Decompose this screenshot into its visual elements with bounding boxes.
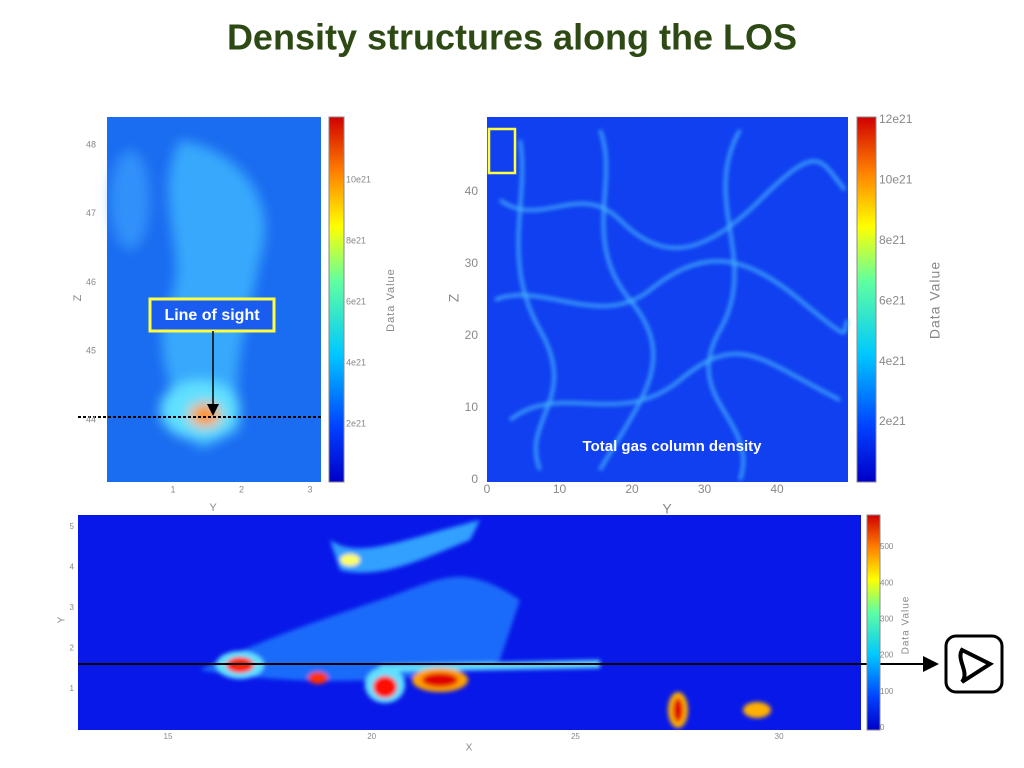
y-tick-label: 5 bbox=[70, 522, 75, 531]
y-tick-label: 44 bbox=[86, 414, 96, 424]
colorbar-tick-label: 200 bbox=[880, 651, 894, 660]
y-tick-label: 47 bbox=[86, 208, 96, 218]
los-label: Line of sight bbox=[164, 307, 260, 324]
x-axis-label: X bbox=[466, 743, 473, 754]
y-axis-label: Z bbox=[446, 293, 462, 302]
x-tick-label: 20 bbox=[367, 732, 376, 741]
full-image: Total gas column density bbox=[487, 117, 850, 482]
x-tick-label: 0 bbox=[484, 482, 491, 496]
x-tick-label: 2 bbox=[239, 484, 244, 494]
x-tick-label: 30 bbox=[775, 732, 784, 741]
colorbar-tick-label: 2e21 bbox=[879, 414, 906, 428]
colorbar-tick-label: 0 bbox=[880, 723, 885, 732]
colorbar-title: Data Value bbox=[901, 596, 912, 655]
x-tick-label: 3 bbox=[307, 484, 312, 494]
colorbar-title: Data Value bbox=[927, 261, 943, 339]
colorbar-tick-label: 10e21 bbox=[346, 174, 371, 184]
colorbar-tick-label: 10e21 bbox=[879, 173, 913, 187]
y-tick-label: 2 bbox=[70, 644, 75, 653]
x-axis-label: Y bbox=[209, 502, 217, 514]
slide-title: Density structures along the LOS bbox=[227, 17, 797, 58]
x-tick-label: 20 bbox=[625, 482, 639, 496]
y-tick-label: 3 bbox=[70, 603, 75, 612]
full-label: Total gas column density bbox=[583, 438, 763, 455]
y-tick-label: 0 bbox=[471, 472, 478, 486]
y-tick-label: 46 bbox=[86, 277, 96, 287]
y-tick-label: 20 bbox=[465, 328, 479, 342]
y-tick-label: 45 bbox=[86, 346, 96, 356]
colorbar-title: Data Value bbox=[385, 268, 397, 332]
colorbar-tick-label: 2e21 bbox=[346, 418, 366, 428]
colorbar bbox=[328, 116, 345, 483]
y-tick-label: 4 bbox=[70, 563, 75, 572]
x-tick-label: 1 bbox=[170, 484, 175, 494]
colorbar-tick-label: 8e21 bbox=[879, 233, 906, 247]
zoom-image: Line of sight bbox=[78, 117, 321, 482]
x-tick-label: 25 bbox=[571, 732, 580, 741]
x-tick-label: 10 bbox=[553, 482, 567, 496]
y-tick-label: 40 bbox=[465, 184, 479, 198]
colorbar-tick-label: 12e21 bbox=[879, 112, 913, 126]
colorbar-tick-label: 100 bbox=[880, 687, 894, 696]
colorbar bbox=[856, 116, 877, 483]
y-axis-label: Z bbox=[72, 294, 84, 301]
x-tick-label: 15 bbox=[164, 732, 173, 741]
colorbar-tick-label: 6e21 bbox=[879, 293, 906, 307]
colorbar-tick-label: 4e21 bbox=[346, 357, 366, 367]
x-axis-label: Y bbox=[662, 501, 672, 517]
x-tick-label: 40 bbox=[770, 482, 784, 496]
colorbar-tick-label: 8e21 bbox=[346, 235, 366, 245]
colorbar-tick-label: 300 bbox=[880, 615, 894, 624]
colorbar bbox=[866, 514, 881, 731]
y-axis-label: Y bbox=[57, 616, 68, 623]
y-tick-label: 30 bbox=[465, 256, 479, 270]
los-image bbox=[78, 515, 939, 730]
play-icon[interactable] bbox=[944, 634, 1004, 694]
colorbar-tick-label: 500 bbox=[880, 542, 894, 551]
y-tick-label: 48 bbox=[86, 139, 96, 149]
colorbar-tick-label: 6e21 bbox=[346, 296, 366, 306]
y-tick-label: 10 bbox=[465, 400, 479, 414]
colorbar-tick-label: 400 bbox=[880, 578, 894, 587]
x-tick-label: 30 bbox=[698, 482, 712, 496]
y-tick-label: 1 bbox=[70, 684, 75, 693]
colorbar-tick-label: 4e21 bbox=[879, 354, 906, 368]
